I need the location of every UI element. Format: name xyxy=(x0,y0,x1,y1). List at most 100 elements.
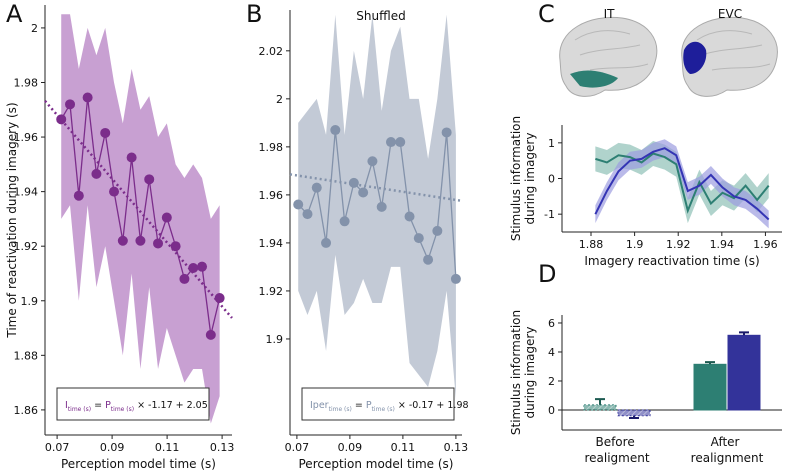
y-tick-label: 2 xyxy=(31,22,38,35)
data-point xyxy=(109,186,120,197)
equation-part: I xyxy=(65,400,68,411)
y-tick-label: 2 xyxy=(548,375,555,388)
data-point xyxy=(441,127,452,138)
y-axis-label: during imagery xyxy=(523,133,537,225)
x-tick-label: 0.11 xyxy=(391,441,416,454)
x-tick-label-line: After xyxy=(711,435,744,449)
data-point xyxy=(153,238,164,249)
y-tick-label: 0 xyxy=(548,404,555,417)
x-tick-label: 0.11 xyxy=(155,441,180,454)
x-tick-label: 1.92 xyxy=(666,238,691,251)
bar xyxy=(693,363,727,411)
x-tick-label: 1.88 xyxy=(579,238,604,251)
data-point xyxy=(126,152,137,163)
data-point xyxy=(205,329,216,340)
equation-part: -1.17 xyxy=(148,400,173,411)
y-axis-label: Stimulus information xyxy=(509,310,523,435)
equation-box xyxy=(56,387,210,421)
data-point xyxy=(348,177,359,188)
data-point xyxy=(179,273,190,284)
data-point xyxy=(82,92,93,103)
data-point xyxy=(91,168,102,179)
y-tick-label: 1.96 xyxy=(14,131,39,144)
y-tick-label: 1.9 xyxy=(21,295,39,308)
x-tick-label: 0.09 xyxy=(100,441,125,454)
error-bar xyxy=(705,361,715,365)
data-point xyxy=(144,174,155,185)
equation-part: = xyxy=(355,400,363,411)
x-tick-label: 0.07 xyxy=(45,441,70,454)
x-tick-label: 0.07 xyxy=(285,441,310,454)
legend-label: EVC xyxy=(718,7,742,21)
x-tick-label-line: realignment xyxy=(691,451,764,465)
y-tick-label: 1.92 xyxy=(259,285,284,298)
equation-part: time (s) xyxy=(329,406,352,413)
y-tick-label: 1.96 xyxy=(259,189,284,202)
bar xyxy=(727,334,761,411)
y-tick-label: 2 xyxy=(276,93,283,106)
data-point xyxy=(135,235,146,246)
data-point xyxy=(100,127,111,138)
equation-box xyxy=(301,387,455,421)
y-tick-label: 2.02 xyxy=(259,45,284,58)
y-axis-label: Stimulus information xyxy=(509,116,523,241)
equation-part: = xyxy=(94,400,102,411)
data-line xyxy=(297,129,457,279)
x-tick-label: 0.13 xyxy=(210,441,235,454)
subtitle: Shuffled xyxy=(356,9,405,23)
equation-part: + xyxy=(176,400,184,411)
y-axis-label: during imagery xyxy=(523,327,537,419)
equation-part: -0.17 xyxy=(409,400,434,411)
data-point xyxy=(404,211,415,222)
panel-letter: A xyxy=(6,0,23,28)
equation-part: 2.05 xyxy=(187,400,208,411)
equation-part: P xyxy=(105,400,111,411)
fit-line xyxy=(289,173,463,203)
data-point xyxy=(188,263,199,274)
panel-letter: B xyxy=(246,0,262,28)
error-band xyxy=(61,14,220,424)
x-tick-label: Before realigment xyxy=(584,435,649,465)
equation-part: time (s) xyxy=(111,406,134,413)
data-point xyxy=(117,235,128,246)
data-point xyxy=(423,254,434,265)
data-point xyxy=(413,233,424,244)
data-point xyxy=(65,99,76,110)
panel-letter: D xyxy=(538,260,556,288)
data-point xyxy=(432,225,443,236)
data-point xyxy=(358,187,369,198)
data-point xyxy=(330,125,341,136)
y-tick-label: 1.94 xyxy=(14,186,39,199)
x-tick-label: 0.09 xyxy=(338,441,363,454)
equation-part: 1.98 xyxy=(447,400,468,411)
data-point xyxy=(395,137,406,148)
y-tick-label: 1.92 xyxy=(14,240,39,253)
data-point xyxy=(302,209,313,220)
error-bar xyxy=(595,398,605,405)
x-tick-label: 0.13 xyxy=(444,441,469,454)
legend-label: IT xyxy=(604,7,616,21)
brain-evc xyxy=(681,16,778,97)
y-tick-label: 1.88 xyxy=(14,349,39,362)
data-point xyxy=(376,201,387,212)
x-tick-label: 1.96 xyxy=(753,238,778,251)
x-axis-label: Perception model time (s) xyxy=(299,457,454,471)
equation-part: time (s) xyxy=(372,406,395,413)
brain-it xyxy=(559,16,658,97)
y-tick-label: 1.86 xyxy=(14,404,39,417)
bar-hatch xyxy=(618,409,650,416)
data-point xyxy=(367,156,378,167)
y-tick-label: 1.94 xyxy=(259,237,284,250)
x-tick-label-line: Before xyxy=(595,435,638,449)
x-tick-label: 1.9 xyxy=(626,238,644,251)
equation-part: × xyxy=(137,400,145,411)
data-point xyxy=(339,216,350,227)
equation-part: time (s) xyxy=(68,406,91,413)
equation: Ipertime (s) = Ptime (s) × -0.17 +1.98 xyxy=(310,400,469,413)
y-tick-label: 1.9 xyxy=(266,333,284,346)
y-tick-label: 1.98 xyxy=(259,141,284,154)
x-tick-label-line: realigment xyxy=(584,451,649,465)
y-tick-label: 6 xyxy=(548,317,555,330)
x-tick-label: After realignment xyxy=(691,435,764,465)
